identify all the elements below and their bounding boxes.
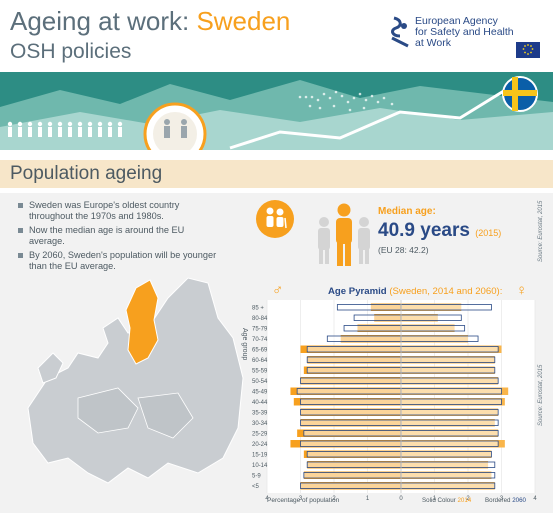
age-group-label: 25-29 — [252, 432, 268, 438]
bar-female-2060 — [400, 398, 502, 405]
header-banner — [0, 72, 553, 150]
bar-female-2060 — [400, 440, 499, 447]
bar-male-2060 — [336, 304, 402, 311]
y-axis-label: Age group — [241, 328, 248, 360]
bullet-item: Sweden was Europe's oldest country throu… — [18, 200, 218, 223]
bar-male-2060 — [306, 346, 402, 353]
age-group-label: 35-39 — [252, 411, 268, 417]
bar-male-2060 — [300, 398, 402, 405]
x-tick-label: 2 — [466, 496, 470, 502]
male-symbol-icon: ♂ — [272, 282, 284, 299]
bar-female-2060 — [400, 367, 496, 374]
bar-female-2060 — [400, 325, 466, 332]
bar-male-2060 — [343, 325, 402, 332]
x-tick-label: 4 — [265, 496, 269, 502]
agency-name: European Agency for Safety and Health at… — [415, 15, 514, 49]
section-bar — [0, 160, 553, 188]
median-age-year: (2015) — [475, 228, 502, 238]
age-group-label: 70-74 — [252, 337, 268, 343]
bar-male-2060 — [326, 335, 402, 342]
page-title: Ageing at work: Sweden — [10, 6, 291, 36]
header: Ageing at work: Sweden OSH policies Euro… — [0, 0, 553, 72]
age-group-label: 30-34 — [252, 421, 268, 427]
bullet-item: By 2060, Sweden's population will be you… — [18, 250, 218, 273]
bar-male-2060 — [300, 419, 402, 426]
age-group-label: 80-84 — [252, 316, 268, 322]
x-tick-label: 1 — [366, 496, 370, 502]
bar-female-2060 — [400, 419, 499, 426]
median-age-eu: (EU 28: 42.2) — [378, 245, 429, 255]
median-age-figures-icon — [318, 203, 370, 266]
median-age-label: Median age: — [378, 206, 436, 217]
agency-logo-icon — [391, 16, 409, 48]
x-tick-label: 0 — [399, 496, 403, 502]
age-group-label: 45-49 — [252, 390, 268, 396]
x-axis-label: Percentage of population — [267, 497, 340, 504]
female-symbol-icon: ♀ — [516, 282, 528, 299]
europe-map — [27, 277, 244, 484]
age-group-label: 60-64 — [252, 358, 268, 364]
bar-female-2060 — [400, 461, 496, 468]
section-title: Population ageing — [10, 163, 163, 184]
x-tick-label: 3 — [500, 496, 504, 502]
legend-2060: Bordered 2060 — [485, 497, 527, 504]
x-tick-label: 2 — [332, 496, 336, 502]
legend-2014: Solid Colour 2014 — [422, 497, 472, 504]
bar-female-2060 — [400, 304, 492, 311]
page-subtitle: OSH policies — [10, 40, 132, 63]
bar-female-2060 — [400, 335, 479, 342]
bar-male-2060 — [300, 440, 402, 447]
bar-male-2060 — [300, 409, 402, 416]
median-age-value: 40.9 years (2015) — [378, 220, 502, 241]
eu-flag-icon — [516, 42, 540, 58]
age-group-label: 10-14 — [252, 463, 268, 469]
bar-female-2060 — [400, 430, 499, 437]
age-group-label: 20-24 — [252, 442, 268, 448]
bar-male-2060 — [303, 430, 402, 437]
bar-male-2060 — [306, 451, 402, 458]
bar-female-2060 — [400, 409, 499, 416]
title-country: Sweden — [196, 6, 291, 36]
bar-male-2060 — [306, 356, 402, 363]
x-tick-label: 3 — [299, 496, 303, 502]
bar-female-2060 — [400, 388, 502, 395]
bar-female-2060 — [400, 482, 496, 489]
bar-female-2060 — [400, 314, 462, 321]
age-group-label: 55-59 — [252, 369, 268, 375]
bullet-list: Sweden was Europe's oldest country throu… — [18, 200, 218, 274]
age-group-label: 65-69 — [252, 348, 268, 354]
bullet-item: Now the median age is around the EU aver… — [18, 225, 218, 248]
age-group-label: 40-44 — [252, 400, 268, 406]
age-group-label: <5 — [252, 484, 260, 490]
chart-title: Age Pyramid (Sweden, 2014 and 2060): — [328, 286, 503, 297]
bar-female-2060 — [400, 451, 492, 458]
bar-female-2060 — [400, 356, 496, 363]
age-group-label: 5-9 — [252, 474, 261, 480]
bar-male-2060 — [300, 377, 402, 384]
bar-male-2060 — [296, 388, 402, 395]
bar-male-2060 — [300, 482, 402, 489]
age-pyramid-chart: Age group 85 + 80-84 75-79 70-74 65-69 60-64 5… — [241, 300, 537, 504]
elderly-people-icon — [256, 200, 294, 238]
age-group-label: 50-54 — [252, 379, 268, 385]
sweden-flag-icon — [502, 76, 538, 112]
age-group-label: 15-19 — [252, 453, 268, 459]
bar-male-2060 — [306, 367, 402, 374]
median-source: Source: Eurostat, 2015 — [538, 200, 544, 262]
bar-female-2060 — [400, 472, 496, 479]
age-group-label: 75-79 — [252, 327, 268, 333]
bar-female-2060 — [400, 346, 499, 353]
bar-male-2060 — [353, 314, 402, 321]
bar-male-2060 — [303, 472, 402, 479]
age-group-label: 85 + — [252, 306, 264, 312]
bar-female-2060 — [400, 377, 499, 384]
bar-male-2060 — [306, 461, 402, 468]
x-tick-label: 4 — [533, 496, 537, 502]
x-tick-label: 1 — [433, 496, 437, 502]
